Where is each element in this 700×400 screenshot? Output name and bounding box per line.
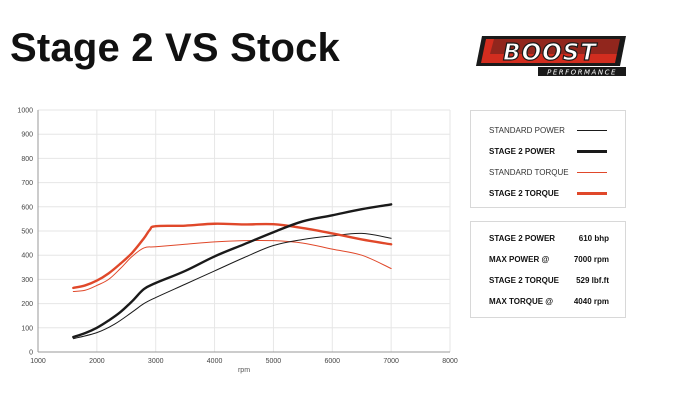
x-tick-label: 1000 xyxy=(30,358,46,365)
legend-item: STAGE 2 POWER xyxy=(489,144,607,158)
x-axis-label: rpm xyxy=(238,367,250,374)
logo-primary-text: BOOST xyxy=(503,40,598,66)
x-tick-label: 7000 xyxy=(383,358,399,365)
dyno-chart: 1000 2000 3000 4000 5000 6000 7000 8000 0 100 200 3… xyxy=(17,108,458,375)
legend-item: STAGE 2 TORQUE xyxy=(489,186,607,200)
x-tick-label: 5000 xyxy=(266,358,282,365)
legend-item: STANDARD POWER xyxy=(489,123,607,137)
stat-row: MAX TORQUE @ 4040 rpm xyxy=(489,294,609,308)
stat-value: 4040 rpm xyxy=(573,296,609,306)
series-line-stage-2-power xyxy=(72,203,393,339)
y-tick-label: 600 xyxy=(21,204,33,211)
legend-panel: STANDARD POWER STAGE 2 POWER STANDARD TORQ… xyxy=(470,110,626,208)
y-tick-label: 900 xyxy=(21,132,33,139)
legend-label: STAGE 2 TORQUE xyxy=(489,188,559,198)
x-tick-label: 3000 xyxy=(148,358,164,365)
logo-secondary-text: PERFORMANCE xyxy=(547,69,617,77)
legend-label: STANDARD TORQUE xyxy=(489,167,569,177)
y-tick-label: 1000 xyxy=(17,108,33,115)
series-line-standard-power xyxy=(72,232,392,340)
legend-swatch xyxy=(577,129,607,131)
stat-value: 7000 rpm xyxy=(573,254,609,264)
y-tick-label: 200 xyxy=(21,301,33,308)
stat-row: STAGE 2 POWER 610 bhp xyxy=(489,231,609,245)
y-tick-label: 0 xyxy=(29,350,33,357)
legend-item: STANDARD TORQUE xyxy=(489,165,607,179)
stats-panel: STAGE 2 POWER 610 bhp MAX POWER @ 7000 rpm S… xyxy=(470,221,626,318)
stat-value: 610 bhp xyxy=(578,233,609,243)
legend-swatch xyxy=(577,191,607,195)
stat-row: MAX POWER @ 7000 rpm xyxy=(489,252,609,266)
stat-row: STAGE 2 TORQUE 529 lbf.ft xyxy=(489,273,609,287)
stat-label: STAGE 2 POWER xyxy=(489,233,556,243)
series-line-stage-2-torque xyxy=(72,222,393,290)
legend-swatch xyxy=(577,149,607,153)
legend-label: STAGE 2 POWER xyxy=(489,146,556,156)
x-tick-label: 4000 xyxy=(207,358,223,365)
x-tick-label: 2000 xyxy=(89,358,105,365)
y-tick-label: 500 xyxy=(21,229,33,236)
x-tick-label: 8000 xyxy=(442,358,458,365)
y-tick-label: 400 xyxy=(21,253,33,260)
x-tick-label: 6000 xyxy=(324,358,340,365)
stat-label: STAGE 2 TORQUE xyxy=(489,275,559,285)
y-tick-label: 300 xyxy=(21,277,33,284)
legend-label: STANDARD POWER xyxy=(489,125,565,135)
series-line-standard-torque xyxy=(72,239,392,292)
stat-label: MAX POWER @ xyxy=(489,254,550,264)
stat-label: MAX TORQUE @ xyxy=(489,296,554,306)
y-tick-label: 700 xyxy=(21,180,33,187)
page-title: Stage 2 VS Stock xyxy=(10,26,340,70)
y-tick-label: 100 xyxy=(21,325,33,332)
legend-swatch xyxy=(577,171,607,173)
boost-performance-logo: BOOST PERFORMANCE xyxy=(476,36,626,77)
y-tick-label: 800 xyxy=(21,156,33,163)
stat-value: 529 lbf.ft xyxy=(576,275,609,285)
